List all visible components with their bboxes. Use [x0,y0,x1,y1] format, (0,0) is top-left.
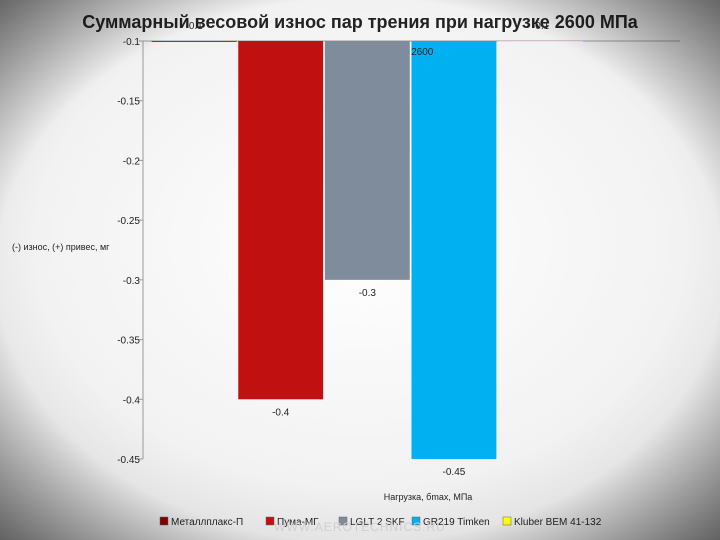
data-label: -0.3 [359,288,377,299]
legend-label: Kluber BEM 41-132 [514,517,602,528]
y-tick-label: -0.35 [117,336,140,347]
bar [498,41,583,42]
data-label: -0.4 [272,407,290,418]
legend-swatch [159,516,169,526]
chart-title: Суммарный весовой износ пар трения при н… [82,12,639,32]
legend-item: Металлплакс-П [159,516,243,528]
bar [324,41,410,280]
bar [411,41,497,459]
y-tick-label: -0.2 [123,156,141,167]
legend-swatch [265,516,275,526]
data-label: -0.45 [443,467,466,478]
y-axis-title: (-) износ, (+) привес, мг [12,242,110,252]
y-tick-label: -0.25 [117,216,140,227]
y-tick-label: -0.3 [123,276,141,287]
y-tick-label: -0.45 [117,455,140,466]
legend-swatch [502,516,512,526]
y-tick-label: -0.1 [123,37,141,48]
legend-label: Металлплакс-П [171,517,243,528]
bar [151,41,237,42]
y-tick-label: -0.15 [117,97,140,108]
watermark-text: WWW.AEROTECHNICS.RU [274,520,446,534]
x-axis-title: Нагрузка, бmax, МПа [384,492,473,502]
x-tick-label: 2600 [411,47,434,58]
y-tick-label: -0.4 [123,395,141,406]
bar [238,41,324,400]
legend-item: Kluber BEM 41-132 [502,516,602,528]
